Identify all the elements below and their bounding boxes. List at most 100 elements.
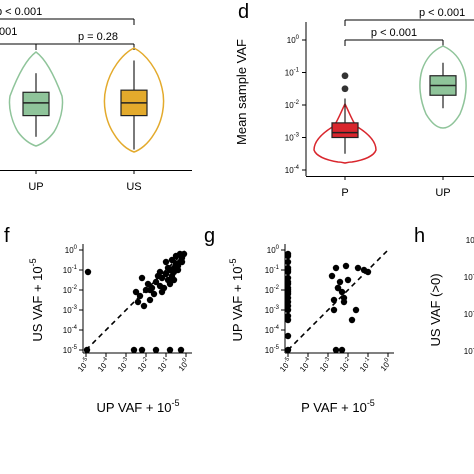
- panel-g-y-axis-label-main: UP VAF + 10: [230, 266, 245, 341]
- panel-f-y-tick-label: 100: [65, 245, 78, 255]
- panel-f-point: [158, 274, 166, 282]
- panel-f-x-tick-label: 100: [176, 357, 192, 373]
- panel-g-point: [284, 346, 292, 354]
- panel-d-box-p-box: [331, 122, 359, 139]
- panel-c-category-up: UP: [28, 181, 43, 193]
- panel-g-point: [336, 278, 344, 286]
- panel-f-y-tick-label: 10-4: [63, 325, 78, 335]
- panel-g-point: [330, 296, 338, 304]
- panel-d-box-p-outlier: [341, 72, 349, 80]
- panel-g-point: [360, 266, 368, 274]
- panel-f-point: [130, 346, 138, 354]
- panel-g-y-tick-label: 100: [267, 245, 280, 255]
- panel-d-pvalue-short: p < 0.001: [371, 27, 417, 39]
- panel-f-point: [144, 280, 152, 288]
- panel-g-point: [334, 284, 342, 292]
- panel-g-identity-line: [287, 249, 389, 351]
- panel-g-x-axis-label: P VAF + 10-5: [301, 398, 375, 415]
- panel-f-x-axis-label-main: UP VAF + 10: [96, 400, 171, 415]
- panel-f-point: [132, 288, 140, 296]
- panel-f-point: [140, 302, 148, 310]
- panel-g-x-tick-label: 10-3: [317, 356, 334, 374]
- panel-g-y-tick-label: 10-1: [265, 265, 280, 275]
- panel-f-x-tick-label: 10-2: [135, 356, 152, 374]
- panel-f-point: [152, 346, 160, 354]
- panel-g-x-tick-label: 10-5: [277, 356, 294, 374]
- panel-f-y-tick-label: 10-2: [63, 285, 78, 295]
- panel-f-point: [162, 270, 170, 278]
- panel-f-x-tick-label: 10-3: [115, 356, 132, 374]
- panel-c-category-us: US: [126, 181, 141, 193]
- panel-f-point: [138, 274, 146, 282]
- panel-f-point: [178, 258, 186, 266]
- panel-f-point: [177, 346, 185, 354]
- panel-f-y-axis-label: US VAF + 10-5: [28, 258, 45, 341]
- panel-g-point: [284, 280, 292, 288]
- panel-g-plot: 10010010-110-110-210-210-310-310-410-410…: [265, 244, 394, 374]
- panel-d-boxes: [331, 62, 457, 154]
- panel-f-y-axis-label-exp: -5: [28, 258, 38, 266]
- panel-f-point: [170, 276, 178, 284]
- panel-c-boxes: [22, 60, 148, 150]
- panel-g-point: [328, 272, 336, 280]
- panel-f-x-tick-label: 10-1: [155, 356, 172, 374]
- panel-h-label: h: [414, 225, 425, 247]
- panel-g-point: [284, 290, 292, 298]
- panel-f-point: [134, 298, 142, 306]
- panel-d-y-tick-label: 10-3: [285, 133, 300, 143]
- panel-f-point: [168, 256, 176, 264]
- panel-d-category-p: P: [341, 187, 348, 199]
- panel-d-y-tick-label: 10-4: [285, 165, 300, 175]
- panel-g-x-axis-label-main: P VAF + 10: [301, 400, 367, 415]
- panel-g-y-tick-label: 10-5: [265, 345, 280, 355]
- panel-f-point: [156, 268, 164, 276]
- panel-g-point: [332, 346, 340, 354]
- panel-f-point: [84, 268, 92, 276]
- panel-g-point: [342, 262, 350, 270]
- panel-d-y-axis-label: Mean sample VAF: [234, 39, 249, 145]
- panel-g-y-tick-label: 10-2: [265, 285, 280, 295]
- panel-c-violin-up: [8, 51, 64, 147]
- panel-d-box-p-outlier: [341, 85, 349, 93]
- panel-f-point: [136, 292, 144, 300]
- panel-g-y-axis-label-exp: -5: [228, 258, 238, 266]
- panel-f-y-tick-label: 10-5: [63, 345, 78, 355]
- panel-f-point: [152, 278, 160, 286]
- panel-c-pvalue-mid: p = 0.28: [78, 31, 118, 43]
- panel-f-y-tick-label: 10-1: [63, 265, 78, 275]
- panel-d-label: d: [238, 1, 249, 23]
- panel-g-y-tick-label: 10-4: [265, 325, 280, 335]
- panel-f-plot: 10010010-110-110-210-210-310-310-410-410…: [63, 244, 192, 374]
- panel-h-y-tick-label: 10-1: [464, 272, 474, 282]
- panel-f-point: [158, 288, 166, 296]
- panel-f-x-tick-label: 10-4: [95, 356, 112, 374]
- panel-h-y-tick-label: 100: [466, 235, 474, 245]
- panel-d-pvalue-long: p < 0.001: [419, 7, 465, 19]
- panel-f-point: [146, 286, 154, 294]
- panel-f-point: [166, 280, 174, 288]
- panel-f-label: f: [4, 225, 10, 247]
- panel-g-point: [352, 306, 360, 314]
- panel-g-point: [284, 266, 292, 274]
- panel-f-point: [150, 290, 158, 298]
- panel-f-point: [180, 250, 188, 258]
- panel-c: UP US p < 0.001 .001 p = 0.28: [0, 6, 192, 193]
- panel-g-point: [340, 294, 348, 302]
- panel-f-point: [166, 346, 174, 354]
- panel-f-x-axis-label: UP VAF + 10-5: [96, 398, 179, 415]
- panel-g-point: [332, 264, 340, 272]
- panel-c-violin-us: [103, 47, 165, 153]
- panel-g-point: [330, 306, 338, 314]
- panel-f-point: [162, 258, 170, 266]
- panel-c-pvalue-long: p < 0.001: [0, 6, 42, 18]
- panel-g-point: [284, 316, 292, 324]
- panel-g-point: [344, 276, 352, 284]
- panel-d-violin-up: [419, 45, 467, 129]
- panel-d-y-ticks: 100 10-1 10-2 10-3 10-4: [285, 35, 306, 175]
- panel-d-violin-p: [313, 102, 377, 164]
- panel-h-y-tick-label: 10-2: [464, 309, 474, 319]
- panel-g-y-tick-label: 10-3: [265, 305, 280, 315]
- panel-f-point: [83, 346, 91, 354]
